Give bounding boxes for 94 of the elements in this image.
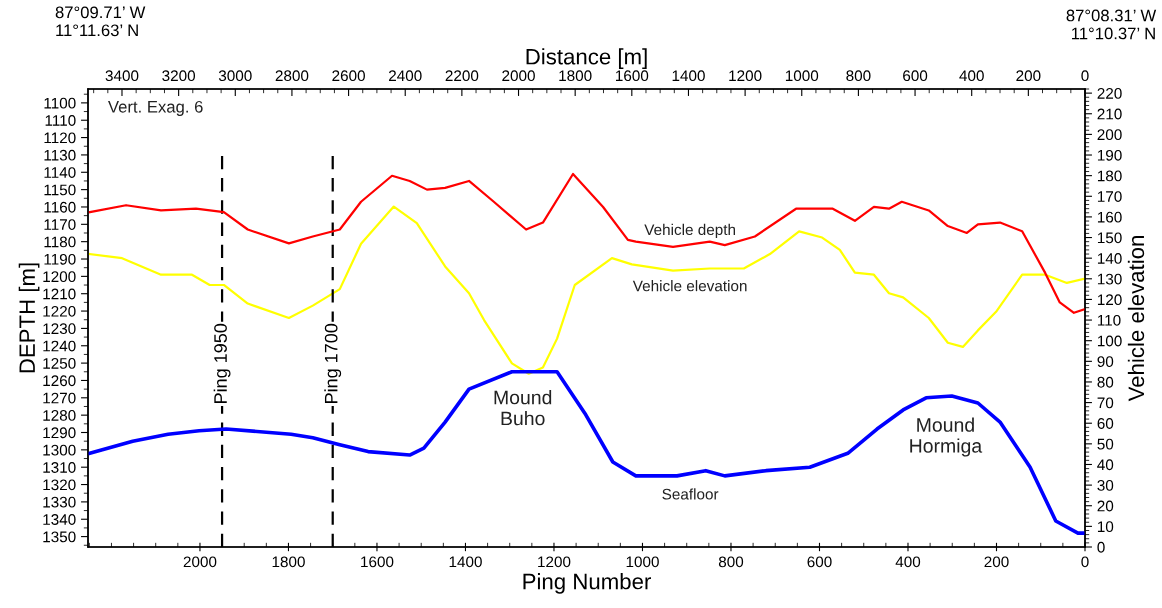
x-tick-label: 1600: [361, 556, 394, 568]
x2-tick-label: 3000: [218, 70, 252, 82]
y2-tick-label: 130: [1097, 273, 1122, 285]
y2-tick-label: 60: [1097, 418, 1114, 429]
y-tick-label: 1220: [43, 305, 76, 317]
y2-tick-label: 100: [1097, 335, 1122, 347]
x-tick-label: 200: [984, 556, 1009, 568]
text: 87°09.71’ W 11°11.63’ N: [55, 6, 146, 37]
annotation: Vert. Exag. 6: [108, 100, 203, 116]
y2-tick-label: 110: [1097, 314, 1121, 326]
y2-tick-label: 180: [1097, 170, 1122, 182]
y-tick-label: 1320: [43, 479, 76, 491]
x2-tick-label: 3400: [105, 70, 139, 82]
x-tick-label: 600: [807, 556, 832, 568]
x2-tick-label: 2800: [275, 70, 309, 82]
x-tick-label: 1000: [626, 556, 659, 568]
y2-tick-label: 80: [1097, 376, 1114, 388]
series-label: Seafloor: [662, 488, 719, 500]
y-tick-label: 1250: [43, 357, 76, 369]
y-tick-label: 1180: [44, 236, 76, 248]
y-tick-label: 1280: [43, 410, 76, 421]
y2-tick-label: 150: [1097, 232, 1122, 244]
y2-tick-label: 10: [1097, 521, 1114, 533]
x2-tick-label: 3200: [162, 70, 196, 82]
x-tick-label: 1400: [449, 556, 482, 568]
x2-tick-label: 400: [959, 70, 984, 82]
x2-tick-label: 800: [846, 70, 871, 82]
y-tick-label: 1230: [43, 323, 76, 335]
y-tick-label: 1350: [43, 531, 76, 543]
x-tick-label: 400: [895, 556, 921, 568]
y2-tick-label: 40: [1097, 459, 1114, 471]
y-tick-label: 1310: [43, 462, 76, 473]
y-tick-label: 1260: [43, 375, 76, 387]
x2-tick-label: 1600: [615, 70, 649, 82]
y2-tick-label: 70: [1097, 397, 1114, 409]
y-tick-label: 1170: [44, 219, 76, 230]
x2-tick-label: 1200: [729, 70, 762, 82]
line-series: [88, 369, 1085, 535]
y2-tick-label: 170: [1097, 191, 1122, 202]
annotation: Mound Buho: [494, 390, 552, 426]
x2-tick-label: 600: [903, 70, 928, 82]
series-label: Vehicle elevation: [632, 280, 747, 292]
y2-tick-label: 140: [1097, 253, 1122, 264]
x2-tick-label: 1400: [672, 70, 705, 82]
ref-line-label: Ping 1700: [324, 323, 342, 403]
y2-tick-label: 50: [1097, 438, 1114, 450]
y-tick-label: 1270: [43, 392, 76, 404]
line-series: [88, 172, 1085, 314]
y-tick-label: 1130: [44, 149, 76, 161]
x2-tick-label: 2200: [445, 70, 479, 82]
x-tick-label: 800: [718, 556, 744, 568]
y2-tick-label: 160: [1097, 211, 1122, 223]
y-tick-label: 1120: [44, 132, 76, 144]
ref-line-label: Ping 1950: [213, 323, 231, 403]
y2-tick-label: 90: [1097, 356, 1114, 368]
y-tick-label: 1340: [43, 514, 76, 525]
y-tick-label: 1160: [44, 201, 76, 213]
x2-tick-label: 2000: [502, 70, 535, 82]
y-tick-label: 1110: [45, 115, 76, 126]
y-tick-label: 1290: [43, 427, 76, 439]
x2-tick-label: 2600: [332, 70, 365, 82]
x2-tick-label: 1800: [559, 70, 592, 82]
y-tick-label: 1150: [44, 184, 76, 196]
x-tick-label: 1200: [538, 556, 571, 568]
y2-tick-label: 120: [1097, 294, 1122, 306]
y2-tick-label: 210: [1097, 108, 1122, 120]
x2-tick-label: 200: [1016, 70, 1041, 82]
y-tick-label: 1200: [43, 271, 76, 283]
annotation: Mound Hormiga: [910, 417, 983, 457]
x-tick-label: 1800: [272, 556, 305, 568]
y2-tick-label: 190: [1097, 149, 1122, 161]
x-tick-label: 0: [1081, 556, 1089, 568]
x-tick-label: 2000: [183, 556, 217, 568]
y-tick-label: 1210: [43, 288, 76, 300]
y-tick-label: 1330: [43, 496, 76, 508]
series-label: Vehicle depth: [644, 223, 735, 239]
text: 87°08.31’ W 11°10.37’ N: [1066, 9, 1157, 40]
y2-tick-label: 200: [1097, 129, 1122, 141]
y-tick-label: 1100: [44, 97, 76, 109]
x2-axis-title: Distance [m]: [526, 48, 647, 69]
y2-tick-label: 20: [1097, 500, 1114, 512]
y2-axis-title: Vehicle elevation: [1127, 236, 1145, 402]
y2-tick-label: 30: [1097, 479, 1114, 491]
x2-tick-label: 0: [1081, 70, 1089, 82]
x-axis-title: Ping Number: [523, 573, 651, 594]
y-tick-label: 1140: [44, 167, 76, 178]
x2-tick-label: 2400: [389, 70, 422, 82]
y2-tick-label: 0: [1097, 541, 1105, 553]
y-tick-label: 1240: [43, 340, 76, 352]
y-tick-label: 1300: [43, 444, 76, 456]
y-axis-title: DEPTH [m]: [18, 263, 40, 373]
y-tick-label: 1190: [44, 253, 76, 265]
y2-tick-label: 220: [1097, 87, 1122, 99]
x2-tick-label: 1000: [785, 70, 819, 82]
